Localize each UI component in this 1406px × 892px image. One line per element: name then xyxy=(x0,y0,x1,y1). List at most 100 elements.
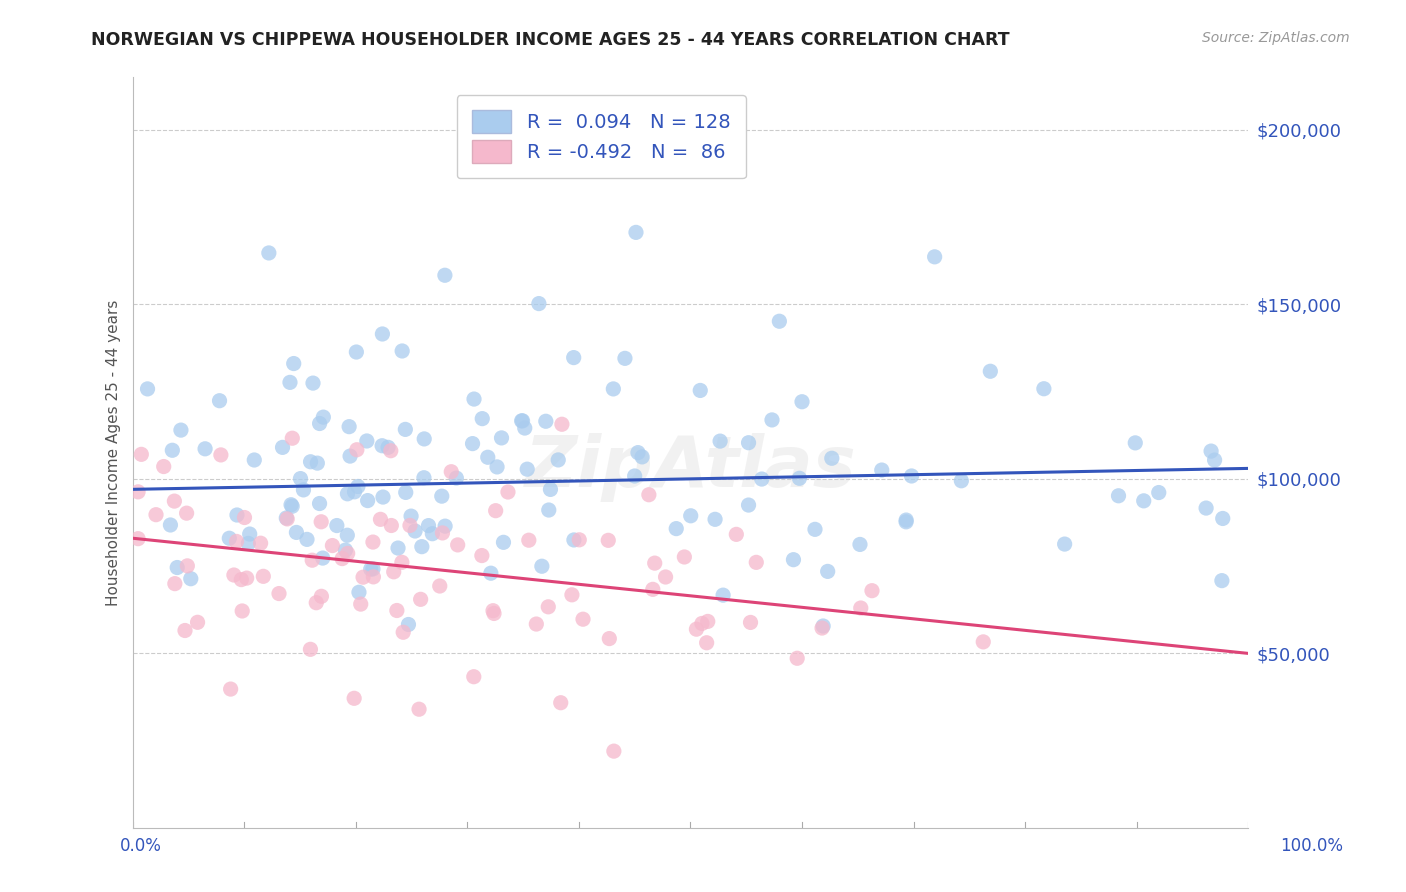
Point xyxy=(283,357,305,371)
Point xyxy=(637,488,659,502)
Point xyxy=(127,532,149,546)
Point xyxy=(740,615,762,630)
Point xyxy=(900,469,922,483)
Point xyxy=(725,527,748,541)
Point xyxy=(1147,485,1170,500)
Point xyxy=(371,490,394,504)
Point xyxy=(350,597,373,611)
Point xyxy=(336,528,359,542)
Point xyxy=(385,603,408,617)
Point xyxy=(361,535,384,549)
Point xyxy=(420,526,443,541)
Point xyxy=(276,511,298,525)
Point xyxy=(249,536,271,550)
Point xyxy=(267,586,290,600)
Point xyxy=(479,566,502,581)
Point xyxy=(689,384,711,398)
Point xyxy=(463,670,485,684)
Point xyxy=(627,445,650,459)
Point xyxy=(290,472,312,486)
Point xyxy=(709,434,731,449)
Point xyxy=(257,246,280,260)
Point xyxy=(496,485,519,500)
Point xyxy=(231,573,253,587)
Point xyxy=(870,463,893,477)
Point xyxy=(631,450,654,464)
Point xyxy=(485,504,508,518)
Point xyxy=(644,556,666,570)
Point xyxy=(461,436,484,450)
Point xyxy=(1204,453,1226,467)
Point xyxy=(849,537,872,551)
Point xyxy=(136,382,159,396)
Point xyxy=(429,579,451,593)
Point xyxy=(301,553,323,567)
Point xyxy=(302,376,325,390)
Point xyxy=(1032,382,1054,396)
Point xyxy=(696,615,718,629)
Point xyxy=(398,617,420,632)
Text: 100.0%: 100.0% xyxy=(1279,837,1343,855)
Point xyxy=(624,226,647,240)
Point xyxy=(395,485,418,500)
Point xyxy=(170,423,193,437)
Point xyxy=(187,615,209,630)
Point xyxy=(562,351,585,365)
Point xyxy=(312,410,335,425)
Point xyxy=(344,345,367,359)
Point xyxy=(377,441,399,455)
Point xyxy=(336,546,359,560)
Text: 0.0%: 0.0% xyxy=(120,837,162,855)
Point xyxy=(176,506,198,520)
Point xyxy=(321,539,343,553)
Point xyxy=(737,435,759,450)
Point xyxy=(471,549,494,563)
Point xyxy=(447,538,470,552)
Point xyxy=(1195,501,1218,516)
Point xyxy=(394,422,416,436)
Point xyxy=(370,512,392,526)
Point xyxy=(308,417,330,431)
Point xyxy=(513,421,536,435)
Point xyxy=(673,549,696,564)
Point xyxy=(308,496,330,510)
Point xyxy=(174,624,197,638)
Point xyxy=(811,621,834,635)
Point xyxy=(226,508,249,522)
Point xyxy=(413,471,436,485)
Point xyxy=(512,414,534,428)
Point xyxy=(413,432,436,446)
Point xyxy=(337,419,360,434)
Text: NORWEGIAN VS CHIPPEWA HOUSEHOLDER INCOME AGES 25 - 44 YEARS CORRELATION CHART: NORWEGIAN VS CHIPPEWA HOUSEHOLDER INCOME… xyxy=(91,31,1010,49)
Point xyxy=(299,642,322,657)
Point xyxy=(517,533,540,548)
Point xyxy=(235,571,257,585)
Point xyxy=(218,531,240,545)
Point xyxy=(538,483,561,497)
Point xyxy=(280,498,302,512)
Point xyxy=(654,570,676,584)
Point xyxy=(950,474,973,488)
Point xyxy=(598,533,620,548)
Point xyxy=(696,636,718,650)
Point xyxy=(430,489,453,503)
Point xyxy=(361,562,384,576)
Point xyxy=(562,533,585,547)
Point xyxy=(312,551,335,566)
Point xyxy=(530,559,553,574)
Point xyxy=(409,592,432,607)
Point xyxy=(360,562,382,576)
Point xyxy=(711,588,734,602)
Point xyxy=(789,471,811,485)
Point xyxy=(516,462,538,476)
Point xyxy=(510,414,533,428)
Point xyxy=(219,682,242,697)
Point xyxy=(1199,444,1222,458)
Point xyxy=(598,632,620,646)
Point xyxy=(131,447,153,461)
Point xyxy=(163,576,186,591)
Point xyxy=(665,522,688,536)
Point xyxy=(972,635,994,649)
Point xyxy=(339,449,361,463)
Point xyxy=(278,376,301,390)
